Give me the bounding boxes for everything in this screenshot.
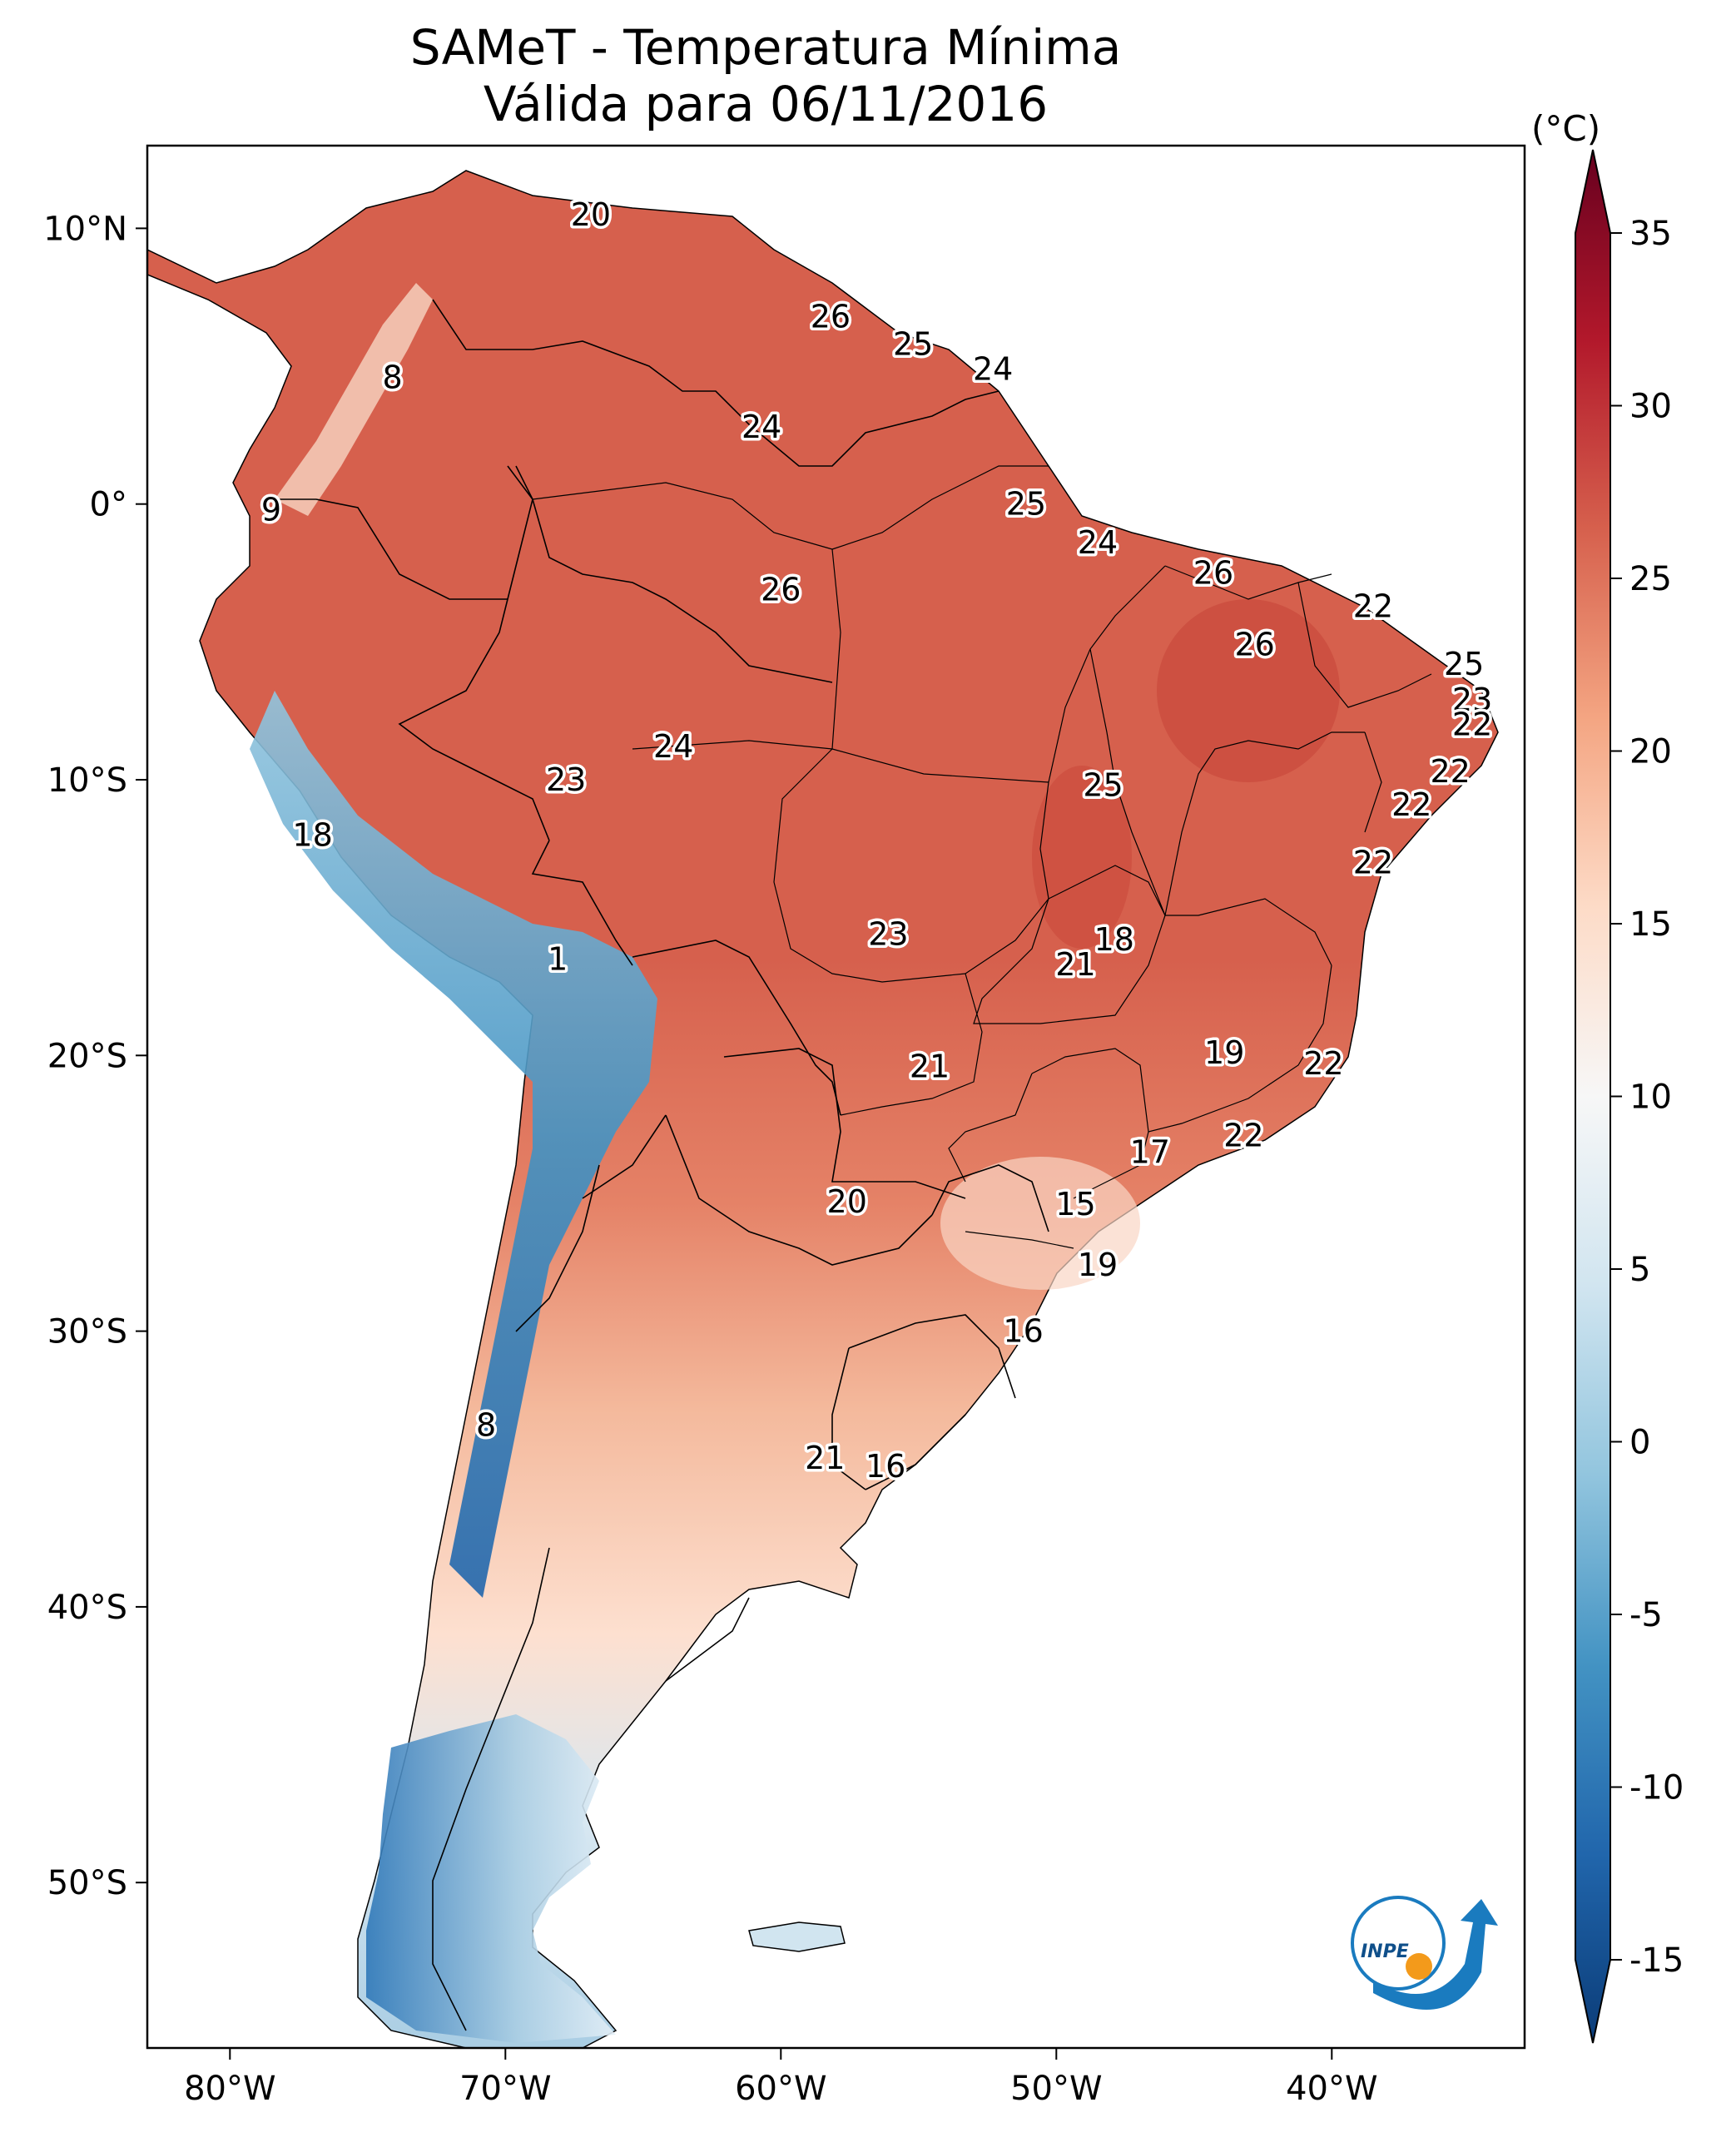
lat-tick-label: 10°S	[47, 761, 127, 800]
inpe-logo: INPE	[1351, 1896, 1498, 2010]
lon-tick-label: 80°W	[184, 2070, 275, 2108]
lat-tick-label: 20°S	[47, 1037, 127, 1075]
city-temperature-value: 19	[1078, 1247, 1118, 1283]
city-temperature-value: 22	[1223, 1117, 1263, 1153]
colorbar-tick-label: 15	[1629, 905, 1672, 944]
map-title: SAMeT - Temperatura Mínima	[409, 19, 1122, 76]
colorbar: 35 30 25 20 15 10 5 0 -5 -10 -15	[1575, 149, 1684, 2044]
longitude-axis: 80°W 70°W 60°W 50°W 40°W	[184, 2048, 1378, 2108]
city-temperature-value: 26	[1193, 555, 1233, 592]
map-subtitle: Válida para 06/11/2016	[483, 76, 1049, 132]
city-temperature-value: 22	[1430, 753, 1470, 790]
inpe-logo-text: INPE	[1361, 1941, 1409, 1962]
colorbar-unit-label: (°C)	[1531, 108, 1601, 149]
colorbar-tick-label: 30	[1629, 388, 1672, 426]
colombian-andes-zone	[275, 283, 433, 516]
city-temperature-value: 8	[476, 1406, 496, 1443]
city-temperature-value: 20	[827, 1183, 867, 1220]
city-temperature-value: 22	[1452, 707, 1492, 743]
state-borders	[532, 465, 1432, 1249]
andes-cold-zone	[250, 691, 657, 1598]
city-temperature-value: 26	[811, 298, 851, 335]
lat-tick-label: 40°S	[47, 1589, 127, 1627]
lat-tick-label: 30°S	[47, 1313, 127, 1351]
colorbar-tick-label: -10	[1629, 1769, 1684, 1807]
city-temperature-value: 20	[571, 196, 611, 233]
city-temperature-value: 21	[1055, 946, 1095, 983]
city-temperature-value: 16	[1003, 1313, 1043, 1350]
city-temperature-value: 26	[761, 571, 801, 607]
city-temperature-value: 1	[548, 940, 568, 977]
city-temperature-value: 25	[893, 326, 933, 363]
lat-tick-label: 10°N	[43, 210, 127, 248]
colorbar-tick-label: 10	[1629, 1078, 1672, 1117]
city-temperature-value: 22	[1303, 1045, 1343, 1082]
city-temperature-value: 22	[1391, 786, 1431, 823]
colorbar-ticks: 35 30 25 20 15 10 5 0 -5 -10 -15	[1610, 215, 1684, 1980]
city-temperature-value: 22	[1353, 588, 1393, 624]
colorbar-body	[1575, 149, 1611, 2044]
city-temperature-value: 19	[1204, 1034, 1244, 1071]
patagonia-cold-zone	[366, 1714, 616, 2043]
colorbar-tick-label: 0	[1629, 1424, 1650, 1462]
city-temperature-value: 24	[973, 350, 1013, 387]
city-temperature-value: 25	[1006, 486, 1046, 523]
lat-tick-label: 50°S	[47, 1864, 127, 1902]
city-temperature-value: 21	[910, 1049, 950, 1085]
colorbar-tick-label: 25	[1629, 560, 1672, 598]
city-temperature-value: 23	[868, 916, 908, 953]
city-temperature-value: 24	[653, 728, 693, 765]
city-temperature-value: 24	[1078, 524, 1118, 561]
city-temperature-value: 22	[1353, 844, 1393, 880]
map-content	[147, 170, 1499, 2048]
city-temperature-value: 26	[1234, 627, 1274, 663]
city-temperature-value: 24	[742, 409, 781, 445]
city-temperature-value: 9	[261, 491, 281, 528]
south-america-land	[147, 170, 1499, 2048]
northeast-hot-zone	[1157, 599, 1340, 782]
colorbar-tick-label: -5	[1629, 1596, 1663, 1634]
city-temperature-value: 21	[805, 1440, 845, 1476]
city-temperature-value: 23	[1452, 682, 1492, 718]
lon-tick-label: 60°W	[735, 2070, 826, 2108]
city-temperature-value: 25	[1083, 767, 1123, 804]
lat-tick-label: 0°	[90, 486, 127, 524]
city-temperature-value: 17	[1130, 1133, 1170, 1170]
city-temperature-value: 18	[292, 816, 332, 853]
falkland-islands	[748, 1921, 846, 1952]
colorbar-tick-label: 5	[1629, 1251, 1650, 1289]
lon-tick-label: 40°W	[1286, 2070, 1377, 2108]
latitude-axis: 10°N 0° 10°S 20°S 30°S 40°S 50°S	[43, 210, 147, 1902]
city-temperature-value: 16	[866, 1448, 905, 1485]
lon-tick-label: 70°W	[459, 2070, 551, 2108]
city-temperature-value: 8	[382, 359, 402, 395]
city-temperature-value: 25	[1444, 646, 1484, 682]
city-temperature-value: 23	[546, 761, 586, 798]
city-temperature-value: 18	[1094, 921, 1134, 958]
central-hot-zone	[1032, 766, 1132, 949]
city-temperature-value: 15	[1055, 1186, 1095, 1222]
colorbar-tick-label: -15	[1629, 1941, 1684, 1980]
colorbar-tick-label: 35	[1629, 215, 1672, 253]
country-borders	[266, 299, 1049, 2031]
map-frame	[146, 144, 1526, 2050]
lon-tick-label: 50°W	[1010, 2070, 1102, 2108]
colorbar-tick-label: 20	[1629, 733, 1672, 771]
